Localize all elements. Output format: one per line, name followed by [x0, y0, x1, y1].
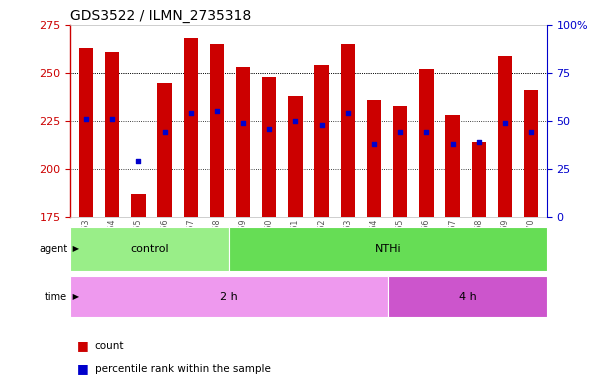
- Point: [159, 129, 169, 136]
- Bar: [419, 69, 434, 217]
- Text: time: time: [45, 291, 67, 302]
- Bar: [315, 65, 329, 217]
- Point: [500, 120, 510, 126]
- Text: control: control: [130, 243, 169, 254]
- Point: [265, 126, 274, 132]
- Point: [474, 139, 484, 145]
- Text: 4 h: 4 h: [458, 291, 477, 302]
- Point: [186, 110, 196, 116]
- Bar: [131, 194, 145, 217]
- Point: [108, 116, 117, 122]
- Bar: [524, 90, 538, 217]
- Text: ▶: ▶: [70, 244, 79, 253]
- Point: [395, 129, 405, 136]
- Bar: [445, 115, 459, 217]
- Bar: [79, 48, 93, 217]
- Bar: [388, 276, 547, 317]
- Bar: [236, 67, 251, 217]
- Bar: [158, 83, 172, 217]
- Text: NTHi: NTHi: [375, 243, 401, 254]
- Point: [448, 141, 458, 147]
- Point: [422, 129, 431, 136]
- Bar: [367, 100, 381, 217]
- Point: [369, 141, 379, 147]
- Bar: [341, 44, 355, 217]
- Bar: [498, 56, 512, 217]
- Bar: [393, 106, 408, 217]
- Text: ■: ■: [76, 362, 88, 375]
- Bar: [105, 52, 119, 217]
- Bar: [210, 44, 224, 217]
- Point: [133, 158, 143, 164]
- Bar: [262, 77, 276, 217]
- Text: count: count: [95, 341, 124, 351]
- Bar: [70, 276, 388, 317]
- Point: [316, 122, 326, 128]
- Point: [343, 110, 353, 116]
- Bar: [183, 38, 198, 217]
- Text: percentile rank within the sample: percentile rank within the sample: [95, 364, 271, 374]
- Text: ▶: ▶: [70, 292, 79, 301]
- Bar: [70, 227, 229, 271]
- Text: ■: ■: [76, 339, 88, 352]
- Point: [81, 116, 91, 122]
- Point: [291, 118, 301, 124]
- Point: [238, 120, 248, 126]
- Text: GDS3522 / ILMN_2735318: GDS3522 / ILMN_2735318: [70, 9, 252, 23]
- Text: agent: agent: [39, 243, 67, 254]
- Point: [526, 129, 536, 136]
- Bar: [472, 142, 486, 217]
- Bar: [288, 96, 302, 217]
- Bar: [229, 227, 547, 271]
- Text: 2 h: 2 h: [220, 291, 238, 302]
- Point: [212, 108, 222, 114]
